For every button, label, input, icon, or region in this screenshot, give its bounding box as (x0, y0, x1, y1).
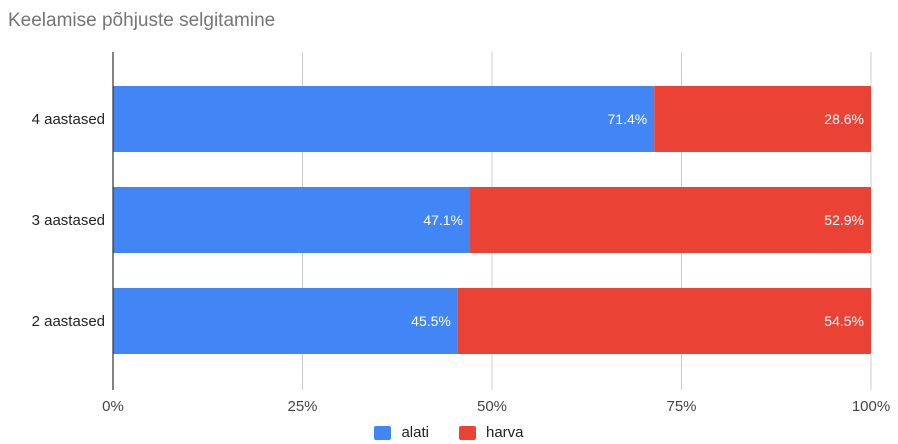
x-tick-label: 0% (102, 398, 124, 415)
x-tick-label: 100% (852, 398, 890, 415)
legend: alati harva (0, 424, 898, 441)
bar-segment-alati (113, 288, 458, 354)
legend-label-harva: harva (486, 424, 524, 441)
chart-title: Keelamise põhjuste selgitamine (8, 10, 276, 31)
x-tick-label: 25% (287, 398, 317, 415)
data-label: 52.9% (824, 212, 864, 228)
legend-label-alati: alati (401, 424, 429, 441)
legend-item-harva[interactable]: harva (459, 424, 524, 441)
legend-swatch-alati (374, 425, 392, 440)
legend-item-alati[interactable]: alati (374, 424, 429, 441)
data-label: 54.5% (824, 313, 864, 329)
x-tick-label: 75% (666, 398, 696, 415)
data-label: 71.4% (608, 111, 648, 127)
bar-segment-harva (654, 86, 871, 152)
bar-segment-harva (470, 187, 871, 253)
y-category-label: 2 aastased (32, 313, 105, 330)
data-label: 28.6% (824, 111, 864, 127)
data-labels: 71.4% 28.6% 47.1% 52.9% 45.5% 54.5% (411, 111, 864, 329)
bar-segment-harva (457, 288, 871, 354)
axes: 0% 25% 50% 75% 100% 4 aastased 3 aastased 2 aas… (32, 52, 890, 415)
bars (113, 86, 871, 354)
bar-segment-alati (113, 187, 471, 253)
y-category-label: 3 aastased (32, 212, 105, 229)
data-label: 45.5% (411, 313, 451, 329)
legend-swatch-harva (459, 425, 476, 440)
bar-segment-alati (113, 86, 655, 152)
y-category-label: 4 aastased (32, 111, 105, 128)
x-tick-label: 50% (477, 398, 507, 415)
data-label: 47.1% (423, 212, 463, 228)
